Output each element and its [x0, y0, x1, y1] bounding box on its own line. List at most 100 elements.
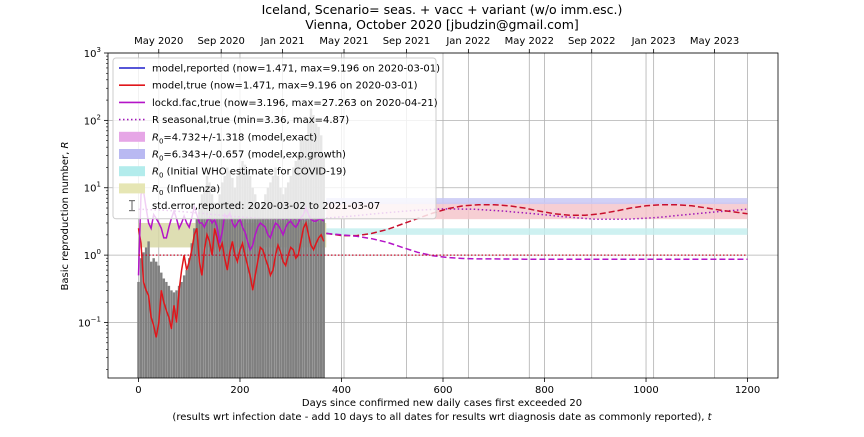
y-tick-label: 103: [84, 46, 101, 60]
y-tick-label: 10−1: [78, 315, 101, 329]
error-bar: [294, 160, 298, 378]
error-bar: [182, 275, 186, 378]
error-bar: [297, 155, 300, 378]
error-bar: [312, 115, 315, 379]
error-bar: [304, 137, 308, 378]
top-date-label: Jan 2022: [445, 36, 490, 47]
error-bar: [190, 243, 193, 378]
error-bar: [177, 285, 181, 378]
x-axis-label: Days since confirmed new daily cases fir…: [302, 398, 582, 409]
error-bar: [251, 187, 254, 378]
error-bar: [269, 182, 272, 378]
legend-swatch: [119, 166, 145, 177]
error-bar: [203, 187, 206, 378]
legend-label: std.error,reported: 2020-03-02 to 2021-0…: [152, 201, 380, 212]
y-tick-label: 100: [84, 248, 101, 262]
legend-swatch: [119, 131, 145, 142]
error-bar: [218, 194, 221, 378]
legend: model,reported (now=1.471, max=9.196 on …: [112, 57, 440, 220]
error-bar: [231, 177, 234, 378]
legend-label: R0 (Initial WHO estimate for COVID-19): [152, 167, 346, 180]
top-date-label: May 2020: [134, 36, 183, 47]
error-bar: [185, 270, 188, 378]
error-bar: [142, 252, 145, 378]
error-bar: [226, 167, 229, 378]
error-bar: [299, 140, 303, 378]
error-bar: [302, 135, 305, 378]
error-bar: [319, 135, 323, 378]
error-bar: [215, 208, 219, 378]
x-tick-label: 0: [135, 385, 141, 396]
band: [326, 198, 748, 205]
error-bar: [200, 194, 204, 378]
error-bar: [256, 202, 259, 378]
legend-box: [112, 57, 437, 220]
error-bar: [170, 290, 173, 378]
y-tick-label: 102: [84, 113, 101, 127]
error-bar: [317, 126, 320, 378]
top-date-label: Sep 2020: [197, 36, 244, 47]
error-bar: [253, 194, 257, 378]
error-bar: [236, 175, 239, 378]
x-tick-label: 400: [332, 385, 351, 396]
error-bar: [144, 247, 148, 378]
x-tick-label: 1200: [735, 385, 760, 396]
axes: 0 200 400 600 800 1000 1200 May 2020 Sep 2020 Jan…: [78, 36, 779, 396]
error-bar: [243, 164, 247, 378]
chart-title: Iceland, Scenario= seas. + vacc + varian…: [262, 2, 623, 17]
legend-label: R0=6.343+/-0.657 (model,exp.growth): [152, 150, 346, 163]
x-tick-label: 1000: [633, 385, 658, 396]
error-bar: [228, 170, 232, 378]
legend-label: model,reported (now=1.471, max=9.196 on …: [152, 64, 440, 75]
error-bars: [137, 108, 325, 379]
chart-subtitle: Vienna, October 2020 [jbudzin@gmail.com]: [305, 17, 579, 32]
x-tick-label: 200: [230, 385, 249, 396]
y-axis-label: Basic reproduction number, R: [60, 142, 71, 291]
error-bar: [233, 187, 237, 378]
error-bar: [147, 241, 150, 378]
error-bar: [246, 170, 249, 378]
error-bar: [165, 281, 168, 378]
error-bar: [155, 261, 158, 378]
x-axis-label-2: (results wrt infection date - add 10 day…: [172, 412, 712, 423]
error-bar: [266, 187, 270, 378]
error-bar: [160, 272, 163, 378]
error-bar: [241, 160, 244, 378]
error-bar: [259, 208, 262, 378]
error-bar: [289, 175, 292, 378]
legend-label: R0 (Influenza): [152, 184, 220, 197]
legend-swatch: [119, 149, 145, 159]
error-bar: [314, 123, 318, 378]
error-bar: [213, 202, 216, 378]
error-bar: [286, 182, 290, 378]
error-bar: [261, 202, 265, 378]
x-tick-label: 600: [433, 385, 452, 396]
error-bar: [152, 258, 155, 378]
top-date-label: Jan 2021: [260, 36, 305, 47]
error-bar: [208, 182, 211, 378]
top-date-label: Sep 2022: [568, 36, 615, 47]
series-line: [326, 203, 748, 237]
error-bar: [188, 258, 191, 378]
top-date-label: May 2021: [319, 36, 368, 47]
legend-label: R seasonal,true (min=3.36, max=4.87): [152, 115, 349, 126]
error-bar: [172, 292, 176, 378]
error-bar: [279, 187, 282, 378]
legend-label: model,true (now=1.471, max=9.196 on 2020…: [152, 81, 418, 92]
error-bar: [223, 175, 226, 378]
error-bar: [276, 175, 280, 378]
error-bar: [198, 208, 201, 378]
top-date-label: May 2022: [505, 36, 554, 47]
error-bar: [162, 278, 166, 378]
legend-swatch: [119, 183, 145, 194]
top-date-label: Jan 2023: [631, 36, 676, 47]
error-bar: [271, 175, 275, 378]
error-bar: [220, 182, 224, 378]
series-line: [326, 232, 748, 260]
error-bar: [139, 258, 143, 378]
y-tick-label: 101: [84, 181, 101, 195]
error-bar: [307, 120, 310, 379]
error-bar: [137, 281, 140, 378]
error-bar: [205, 175, 209, 378]
